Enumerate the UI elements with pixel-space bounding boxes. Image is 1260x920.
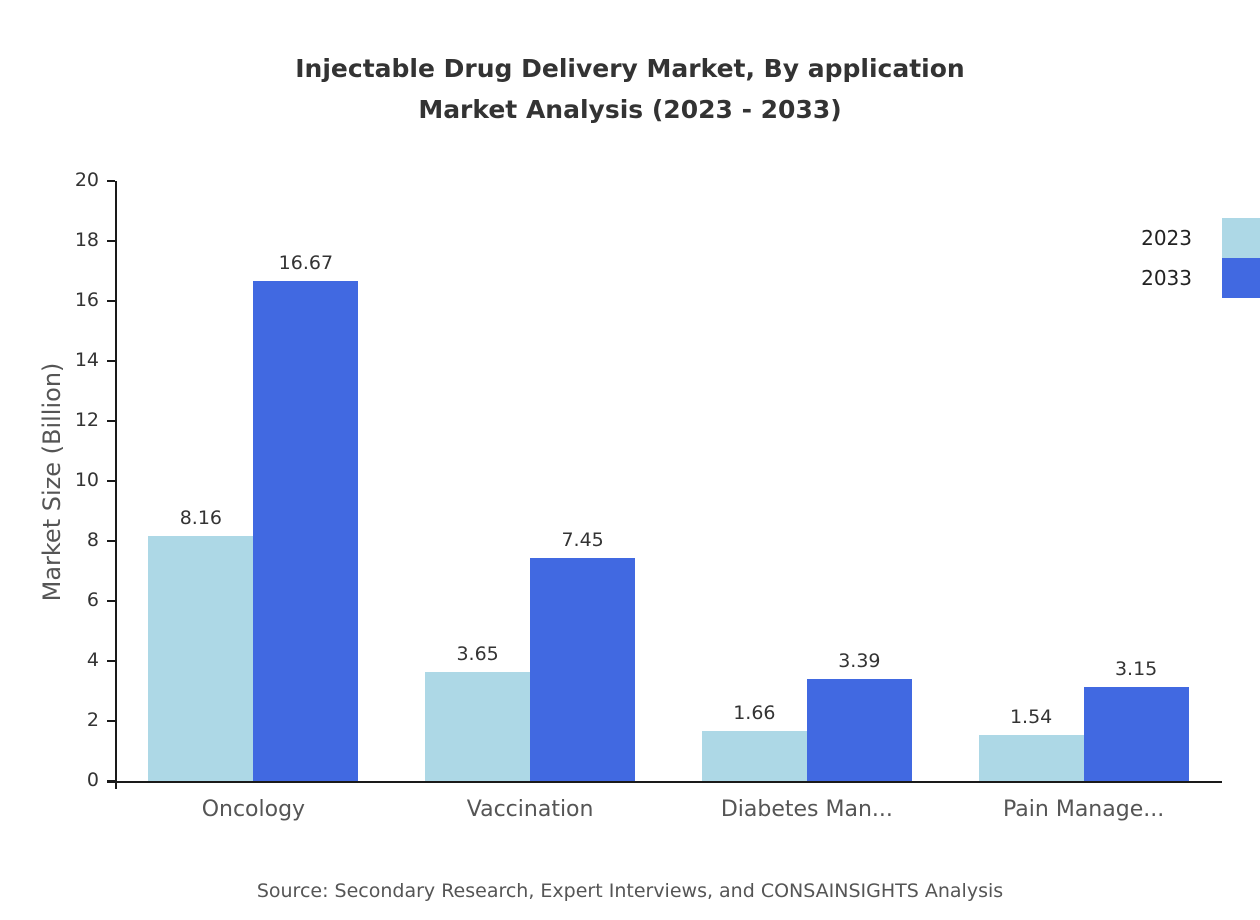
y-tick [107,240,115,242]
x-category-label-3: Pain Manage... [1003,797,1165,822]
y-tick-label: 16 [74,289,99,311]
y-tick [107,420,115,422]
value-label-2023-2: 1.66 [733,702,776,725]
legend-item-2033: 2033 [1141,258,1260,298]
y-tick-label: 2 [86,709,99,731]
legend: 2023 2033 [1141,218,1260,298]
bar-2023-1 [425,671,531,781]
x-axis-line [107,781,1222,783]
value-label-2033-3: 3.15 [1114,657,1158,680]
y-tick [107,180,115,182]
y-tick-label: 20 [74,169,99,191]
legend-swatch-2033 [1222,258,1260,298]
y-tick-label: 14 [74,349,99,371]
y-tick-label: 18 [74,229,99,251]
y-tick [107,660,115,662]
bar-2033-1 [530,557,636,781]
bar-2023-0 [148,536,254,781]
y-tick-label: 10 [74,469,99,491]
value-label-2033-2: 3.39 [838,650,881,673]
bar-2033-3 [1083,686,1189,781]
y-tick [107,780,115,782]
value-label-2023-1: 3.65 [456,642,499,665]
value-label-2033-1: 7.45 [561,528,604,551]
legend-item-2023: 2023 [1141,218,1260,258]
value-label-2023-0: 8.16 [179,507,223,530]
bar-2023-3 [978,734,1084,781]
bar-2033-0 [253,280,359,781]
value-label-2023-3: 1.54 [1009,705,1053,728]
legend-swatch-2023 [1222,218,1260,258]
y-tick-label: 6 [86,589,99,611]
value-label-2033-0: 16.67 [278,251,334,274]
legend-label-2023: 2023 [1141,226,1192,250]
legend-label-2033: 2033 [1141,266,1192,290]
chart-title-line2: Market Analysis (2023 - 2033) [418,95,842,124]
y-tick-label: 8 [86,529,99,551]
chart-title-line1: Injectable Drug Delivery Market, By appl… [295,54,965,83]
y-tick-label: 4 [86,649,99,671]
y-tick [107,600,115,602]
y-tick-label: 12 [74,409,99,431]
x-category-label-0: Oncology [201,797,306,822]
bar-2033-2 [806,679,912,781]
y-tick-label: 0 [86,769,99,791]
y-tick [107,540,115,542]
y-tick [107,300,115,302]
y-axis-line [115,181,117,789]
source-note: Source: Secondary Research, Expert Inter… [256,880,1004,902]
y-tick [107,480,115,482]
x-category-label-1: Vaccination [466,797,594,822]
y-tick [107,360,115,362]
x-category-label-2: Diabetes Man... [720,797,893,822]
y-tick [107,720,115,722]
chart-title: Injectable Drug Delivery Market, By appl… [0,48,1260,130]
bar-2023-2 [701,731,807,781]
